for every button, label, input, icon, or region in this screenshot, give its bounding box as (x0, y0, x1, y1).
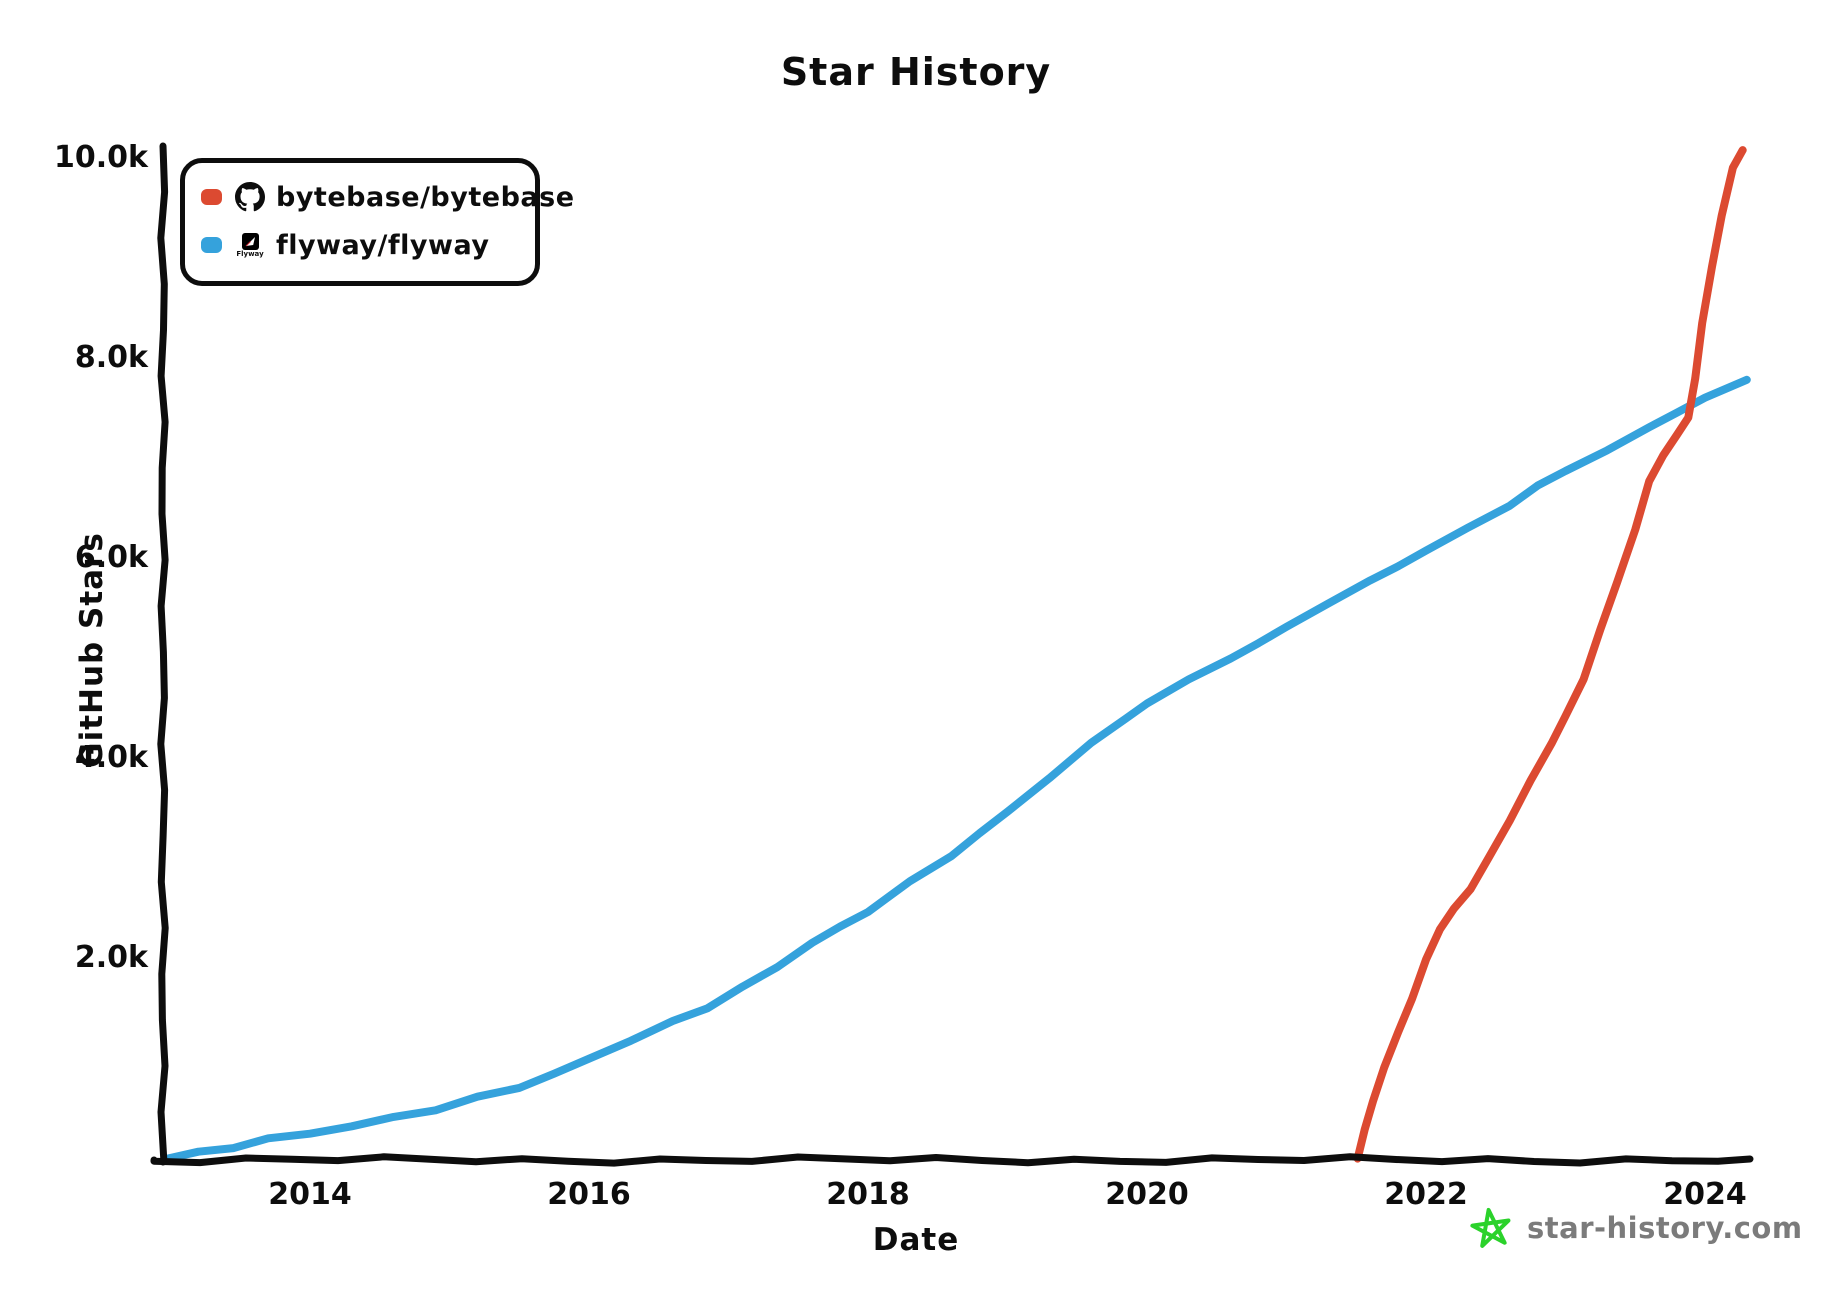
y-axis-line (157, 142, 169, 1166)
x-tick-label: 2016 (547, 1177, 631, 1212)
chart-title: Star History (780, 50, 1052, 94)
y-tick-label: 10.0k (54, 140, 148, 175)
legend-label-flyway: flyway/flyway (276, 229, 490, 261)
legend-item-bytebase: bytebase/bytebase (185, 173, 574, 221)
series-line-bytebase (1353, 146, 1747, 1163)
star-icon (1468, 1203, 1514, 1253)
y-tick-label: 6.0k (74, 540, 148, 575)
x-tick-label: 2024 (1663, 1177, 1747, 1212)
y-tick-label: 2.0k (74, 940, 148, 975)
watermark-link[interactable]: star-history.com (1468, 1203, 1803, 1253)
x-tick-label: 2022 (1384, 1177, 1468, 1212)
x-tick-label: 2014 (268, 1177, 352, 1212)
watermark-text: star-history.com (1527, 1211, 1803, 1245)
x-axis-label: Date (872, 1222, 960, 1258)
github-icon (233, 182, 267, 212)
legend-swatch-bytebase (201, 189, 222, 205)
legend: bytebase/bytebase Flyway flyway/flyway (180, 158, 574, 286)
x-tick-label: 2018 (826, 1177, 910, 1212)
x-tick-label: 2020 (1105, 1177, 1189, 1212)
y-tick-label: 4.0k (74, 740, 148, 775)
series-line-flyway (162, 375, 1751, 1163)
y-tick-label: 8.0k (74, 340, 148, 375)
legend-swatch-flyway (201, 237, 222, 253)
legend-item-flyway: Flyway flyway/flyway (185, 221, 535, 269)
legend-label-bytebase: bytebase/bytebase (276, 181, 575, 213)
x-axis-line (150, 1153, 1754, 1167)
flyway-icon: Flyway (233, 232, 267, 258)
